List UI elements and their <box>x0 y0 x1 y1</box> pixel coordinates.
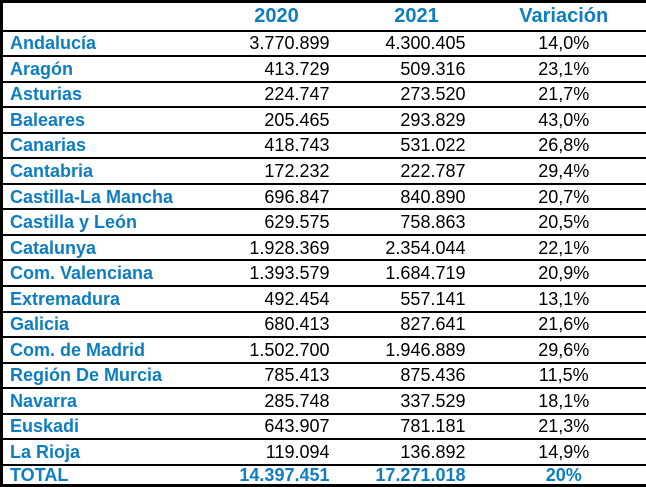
table-row: Canarias 418.743 531.022 26,8% <box>1 131 646 160</box>
value-2021: 273.520 <box>351 80 482 109</box>
table-row: Extremadura 492.454 557.141 13,1% <box>1 284 646 313</box>
region-name: Galicia <box>1 310 202 339</box>
value-2021: 1.946.889 <box>351 336 482 364</box>
region-name: Baleares <box>1 106 202 134</box>
header-2021: 2021 <box>351 0 482 32</box>
value-2021: 758.863 <box>351 208 482 236</box>
table-row: La Rioja 119.094 136.892 14,9% <box>1 438 646 466</box>
total-value-2020: 14.397.451 <box>201 464 352 487</box>
value-2020: 224.747 <box>201 80 352 109</box>
value-2020: 413.729 <box>201 55 352 83</box>
region-name: Euskadi <box>1 412 202 441</box>
total-row: TOTAL 14.397.451 17.271.018 20% <box>1 464 646 487</box>
value-2021: 781.181 <box>351 412 482 441</box>
header-2020: 2020 <box>201 0 352 32</box>
variation-value: 26,8% <box>481 131 646 160</box>
region-name: Com. Valenciana <box>1 259 202 287</box>
value-2021: 337.529 <box>351 387 482 415</box>
variation-value: 23,1% <box>481 55 646 83</box>
region-name: Castilla y León <box>1 208 202 236</box>
value-2021: 557.141 <box>351 284 482 313</box>
table-row: Región De Murcia 785.413 875.436 11,5% <box>1 361 646 390</box>
value-2020: 285.748 <box>201 387 352 415</box>
header-variacion: Variación <box>481 0 646 32</box>
value-2020: 1.502.700 <box>201 336 352 364</box>
value-2020: 172.232 <box>201 157 352 185</box>
value-2020: 785.413 <box>201 361 352 390</box>
value-2020: 492.454 <box>201 284 352 313</box>
region-name: La Rioja <box>1 438 202 466</box>
total-label: TOTAL <box>1 464 202 487</box>
table-row: Catalunya 1.928.369 2.354.044 22,1% <box>1 233 646 262</box>
table-row: Com. de Madrid 1.502.700 1.946.889 29,6% <box>1 336 646 364</box>
region-name: Andalucía <box>1 29 202 58</box>
value-2021: 827.641 <box>351 310 482 339</box>
value-2020: 205.465 <box>201 106 352 134</box>
value-2021: 2.354.044 <box>351 233 482 262</box>
table-row: Euskadi 643.907 781.181 21,3% <box>1 412 646 441</box>
value-2021: 4.300.405 <box>351 29 482 58</box>
variation-value: 21,3% <box>481 412 646 441</box>
value-2021: 222.787 <box>351 157 482 185</box>
variation-value: 14,9% <box>481 438 646 466</box>
table-row: Aragón 413.729 509.316 23,1% <box>1 55 646 83</box>
region-name: Cantabria <box>1 157 202 185</box>
header-region-blank <box>1 0 202 32</box>
value-2020: 643.907 <box>201 412 352 441</box>
region-name: Navarra <box>1 387 202 415</box>
value-2021: 840.890 <box>351 182 482 211</box>
value-2020: 629.575 <box>201 208 352 236</box>
total-value-2021: 17.271.018 <box>351 464 482 487</box>
value-2020: 680.413 <box>201 310 352 339</box>
value-2020: 119.094 <box>201 438 352 466</box>
region-name: Asturias <box>1 80 202 109</box>
value-2021: 531.022 <box>351 131 482 160</box>
variation-value: 18,1% <box>481 387 646 415</box>
variation-value: 29,4% <box>481 157 646 185</box>
region-name: Catalunya <box>1 233 202 262</box>
variation-value: 14,0% <box>481 29 646 58</box>
variation-value: 21,7% <box>481 80 646 109</box>
value-2020: 418.743 <box>201 131 352 160</box>
table-row: Com. Valenciana 1.393.579 1.684.719 20,9… <box>1 259 646 287</box>
table-row: Baleares 205.465 293.829 43,0% <box>1 106 646 134</box>
variation-value: 43,0% <box>481 106 646 134</box>
value-2021: 136.892 <box>351 438 482 466</box>
region-name: Región De Murcia <box>1 361 202 390</box>
table-row: Cantabria 172.232 222.787 29,4% <box>1 157 646 185</box>
table-row: Castilla-La Mancha 696.847 840.890 20,7% <box>1 182 646 211</box>
region-name: Aragón <box>1 55 202 83</box>
variation-value: 11,5% <box>481 361 646 390</box>
value-2020: 1.928.369 <box>201 233 352 262</box>
region-name: Canarias <box>1 131 202 160</box>
variation-value: 20,5% <box>481 208 646 236</box>
variation-value: 22,1% <box>481 233 646 262</box>
variation-value: 29,6% <box>481 336 646 364</box>
value-2021: 293.829 <box>351 106 482 134</box>
variation-value: 20,9% <box>481 259 646 287</box>
table-row: Navarra 285.748 337.529 18,1% <box>1 387 646 415</box>
region-name: Com. de Madrid <box>1 336 202 364</box>
value-2020: 1.393.579 <box>201 259 352 287</box>
total-variation: 20% <box>481 464 646 487</box>
value-2020: 696.847 <box>201 182 352 211</box>
variation-value: 21,6% <box>481 310 646 339</box>
value-2021: 875.436 <box>351 361 482 390</box>
value-2021: 509.316 <box>351 55 482 83</box>
table-row: Castilla y León 629.575 758.863 20,5% <box>1 208 646 236</box>
value-2021: 1.684.719 <box>351 259 482 287</box>
region-name: Extremadura <box>1 284 202 313</box>
region-name: Castilla-La Mancha <box>1 182 202 211</box>
value-2020: 3.770.899 <box>201 29 352 58</box>
table-row: Asturias 224.747 273.520 21,7% <box>1 80 646 109</box>
variation-value: 20,7% <box>481 182 646 211</box>
table-row: Andalucía 3.770.899 4.300.405 14,0% <box>1 29 646 58</box>
table-row: Galicia 680.413 827.641 21,6% <box>1 310 646 339</box>
variation-value: 13,1% <box>481 284 646 313</box>
header-row: 2020 2021 Variación <box>1 0 646 32</box>
